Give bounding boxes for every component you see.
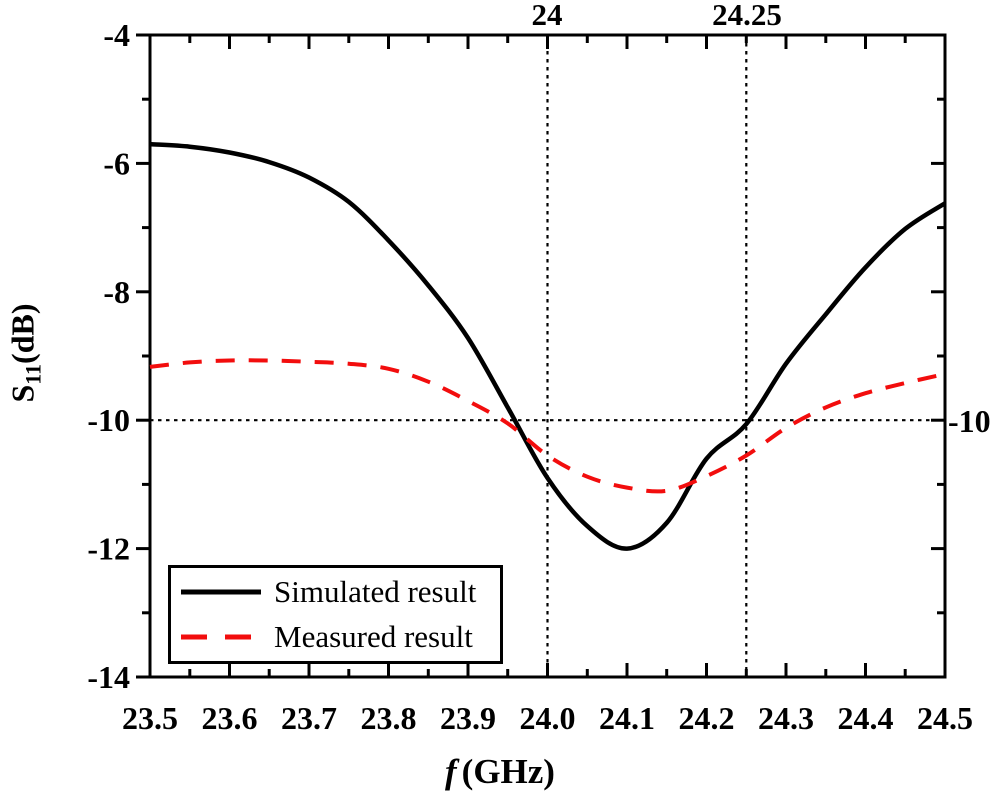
x-axis-title-symbol: f — [445, 752, 457, 791]
y-axis-title-subscript: 11 — [20, 363, 46, 385]
legend: Simulated result Measured result — [168, 565, 503, 664]
y-axis-tick-label: -8 — [103, 274, 130, 310]
y-axis-title-symbol: S — [4, 384, 41, 403]
y-axis-tick-label: -6 — [103, 145, 130, 181]
x-axis-tick-label: 23.5 — [122, 700, 178, 736]
measured-line-sample — [181, 634, 261, 640]
legend-item-measured: Measured result — [171, 615, 500, 659]
x-axis-tick-label: 23.8 — [361, 700, 417, 736]
x-axis-tick-label: 24.3 — [758, 700, 814, 736]
y-axis-tick-label: -10 — [87, 402, 130, 438]
plot-border — [148, 33, 947, 679]
simulated-line-sample — [181, 589, 261, 595]
legend-label-simulated: Simulated result — [274, 574, 477, 610]
x-axis-tick-label: 24.4 — [838, 700, 894, 736]
x-axis-tick-label: 24.0 — [520, 700, 576, 736]
right-axis-tick-label-neg10: -10 — [948, 403, 991, 439]
x-axis-tick-label: 24.5 — [917, 700, 973, 736]
x-axis-title: f (GHz) — [0, 752, 1000, 792]
y-axis-tick-label: -12 — [87, 531, 130, 567]
y-axis-title-unit: (dB) — [4, 303, 41, 364]
y-axis-title: S11(dB) — [5, 251, 47, 456]
y-axis-tick-label: -14 — [87, 659, 130, 695]
top-axis-tick-label-24.25: 24.25 — [712, 0, 782, 32]
x-axis-tick-label: 23.7 — [281, 700, 337, 736]
x-axis-tick-label: 24.1 — [599, 700, 655, 736]
top-axis-tick-label-24: 24 — [531, 0, 563, 32]
legend-item-simulated: Simulated result — [171, 570, 500, 614]
legend-label-measured: Measured result — [274, 618, 473, 654]
simulated-curve — [149, 141, 947, 551]
x-axis-tick-label: 24.2 — [679, 700, 735, 736]
y-axis-tick-label: -4 — [103, 17, 130, 53]
x-axis-title-unit: (GHz) — [461, 752, 555, 791]
x-axis-tick-label: 23.6 — [202, 700, 258, 736]
x-axis-tick-label: 23.9 — [440, 700, 496, 736]
